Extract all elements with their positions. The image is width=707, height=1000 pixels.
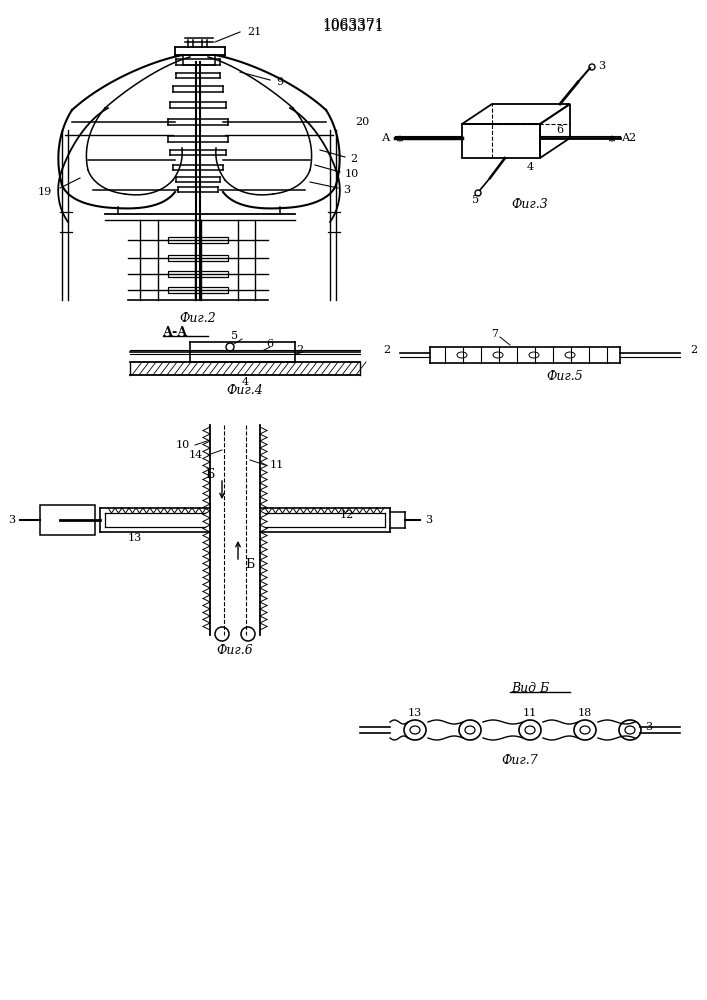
Text: 18: 18 (578, 708, 592, 718)
Text: 7: 7 (491, 329, 498, 339)
Text: Фиг.4: Фиг.4 (227, 383, 264, 396)
Text: А: А (622, 133, 631, 143)
Text: 3: 3 (8, 515, 15, 525)
Text: 4: 4 (527, 162, 534, 172)
Text: 3: 3 (425, 515, 432, 525)
Text: 20: 20 (355, 117, 369, 127)
Text: 6: 6 (267, 339, 274, 349)
Text: 13: 13 (408, 708, 422, 718)
Text: Фиг.2: Фиг.2 (180, 312, 216, 324)
Text: 2: 2 (628, 133, 635, 143)
Text: 10: 10 (345, 169, 359, 179)
Text: 21: 21 (247, 27, 262, 37)
Text: 12: 12 (340, 510, 354, 520)
Text: 11: 11 (523, 708, 537, 718)
Text: Фиг.3: Фиг.3 (512, 198, 549, 212)
Text: 5: 5 (231, 331, 238, 341)
Text: Б: Б (245, 558, 255, 572)
Text: А-А: А-А (163, 326, 188, 338)
Text: 2: 2 (350, 154, 357, 164)
Text: 14: 14 (189, 450, 203, 460)
Text: Б: Б (205, 468, 215, 482)
Text: 3: 3 (645, 722, 652, 732)
Text: 3: 3 (343, 185, 350, 195)
Text: 3: 3 (598, 61, 605, 71)
Text: 2: 2 (383, 345, 390, 355)
Text: 2: 2 (690, 345, 697, 355)
Text: Фиг.7: Фиг.7 (502, 754, 538, 766)
Text: Фиг.5: Фиг.5 (547, 370, 583, 383)
Text: 1063371: 1063371 (322, 20, 384, 34)
Text: Вид Б: Вид Б (511, 682, 549, 694)
Text: 9: 9 (276, 77, 283, 87)
Text: 2: 2 (296, 345, 303, 355)
Text: 1063371: 1063371 (322, 18, 384, 32)
Text: Фиг.6: Фиг.6 (216, 644, 253, 656)
Text: 11: 11 (270, 460, 284, 470)
Text: 5: 5 (472, 195, 479, 205)
Text: 10: 10 (176, 440, 190, 450)
Text: 6: 6 (556, 125, 563, 135)
Text: А: А (382, 133, 390, 143)
Text: 4: 4 (241, 377, 249, 387)
Text: 13: 13 (128, 533, 142, 543)
Text: 19: 19 (37, 187, 52, 197)
